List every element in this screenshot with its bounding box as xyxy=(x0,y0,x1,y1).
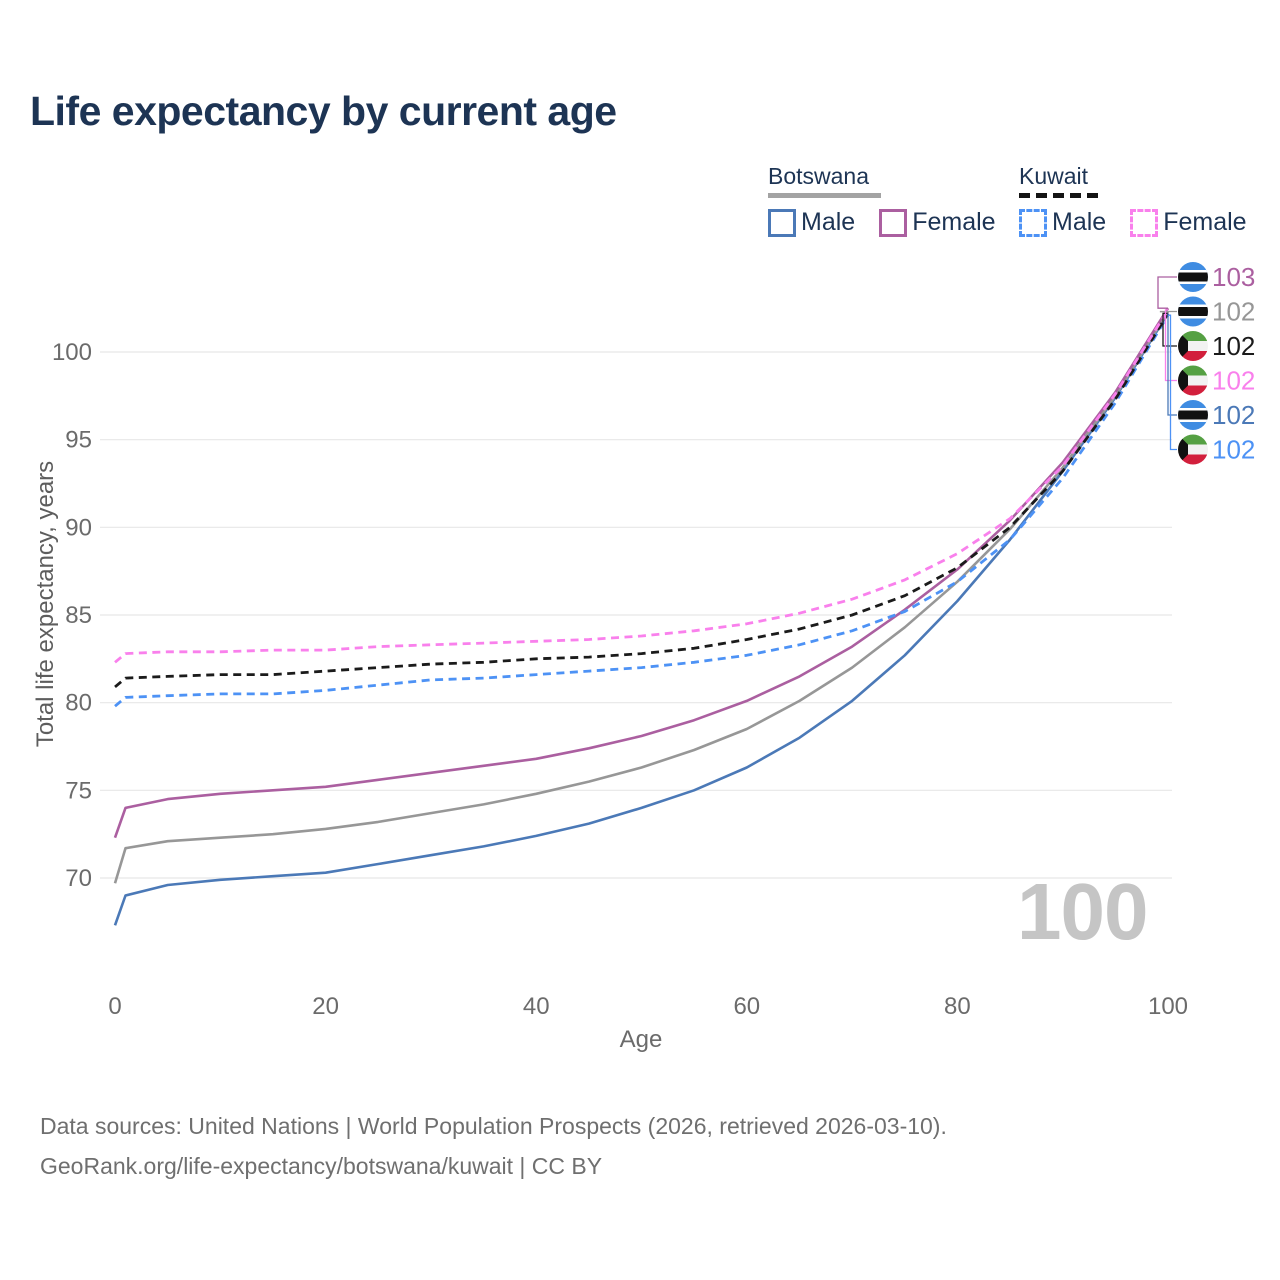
series-line-kuwait-male xyxy=(114,314,1170,708)
legend-label-kuwait-female: Female xyxy=(1163,208,1247,236)
legend-group-kuwait: Kuwait Male Female xyxy=(1019,163,1247,237)
botswana-flag-icon xyxy=(1178,296,1208,327)
kuwait-flag-icon xyxy=(1178,365,1208,396)
kuwait-flag-icon xyxy=(1178,331,1208,361)
series-line-botswana xyxy=(113,311,1170,884)
age-watermark: 100 xyxy=(1017,867,1148,956)
x-tick-label-0: 0 xyxy=(108,993,121,1020)
y-tick-label-90: 90 xyxy=(65,514,92,541)
data-sources-line: Data sources: United Nations | World Pop… xyxy=(40,1113,947,1139)
legend-swatch-kuwait-female[interactable] xyxy=(1130,208,1159,237)
end-value-label-kuwait: 102 xyxy=(1212,331,1255,361)
legend-item-kuwait-male[interactable]: Male xyxy=(1019,208,1106,237)
x-tick-label-80: 80 xyxy=(944,993,971,1020)
legend-underline-botswana-solid xyxy=(768,193,881,198)
legend-label-botswana-female: Female xyxy=(912,208,996,236)
y-axis-title: Total life expectancy, years xyxy=(32,460,59,748)
leader-line-kuwait-male xyxy=(1168,314,1177,451)
x-axis-title: Age xyxy=(619,1026,663,1053)
footer: Data sources: United Nations | World Pop… xyxy=(40,1106,947,1186)
botswana-flag-icon xyxy=(1178,262,1208,292)
legend-item-botswana-male[interactable]: Male xyxy=(768,208,855,237)
end-value-label-kuwait-male: 102 xyxy=(1212,435,1255,465)
y-tick-label-85: 85 xyxy=(65,602,92,629)
series-line-botswana-female xyxy=(113,307,1170,839)
legend-header-botswana: Botswana xyxy=(768,163,870,189)
y-tick-label-70: 70 xyxy=(65,865,92,892)
legend-item-kuwait-female[interactable]: Female xyxy=(1130,208,1247,237)
end-value-label-kuwait-female: 102 xyxy=(1212,366,1255,396)
leader-line-botswana-female xyxy=(1157,276,1177,309)
end-value-label-botswana-male: 102 xyxy=(1212,400,1255,430)
legend-label-kuwait-male: Male xyxy=(1052,208,1107,236)
kuwait-flag-icon xyxy=(1178,434,1208,465)
leader-line-kuwait-female xyxy=(1164,309,1177,382)
legend-group-botswana: Botswana Male Female xyxy=(768,163,996,237)
x-tick-label-60: 60 xyxy=(733,993,760,1020)
legend-item-botswana-female[interactable]: Female xyxy=(879,208,996,237)
legend-label-botswana-male: Male xyxy=(801,208,856,236)
series-line-kuwait-female xyxy=(114,309,1170,664)
attribution-line: GeoRank.org/life-expectancy/botswana/kuw… xyxy=(40,1153,603,1179)
series-line-kuwait xyxy=(114,312,1170,688)
page-title: Life expectancy by current age xyxy=(30,88,617,134)
legend-swatch-botswana-male[interactable] xyxy=(768,208,796,237)
end-value-label-botswana-female: 103 xyxy=(1212,262,1255,292)
x-tick-label-20: 20 xyxy=(312,993,339,1020)
end-value-label-botswana: 102 xyxy=(1212,297,1255,327)
leader-line-botswana-male xyxy=(1167,313,1177,416)
x-tick-label-100: 100 xyxy=(1148,993,1188,1020)
y-tick-label-100: 100 xyxy=(52,339,92,366)
y-tick-label-95: 95 xyxy=(65,427,92,454)
legend-swatch-kuwait-male[interactable] xyxy=(1019,208,1047,237)
series-line-botswana-male xyxy=(113,312,1170,926)
legend-underline-kuwait-dashed xyxy=(1019,193,1104,198)
legend-header-kuwait: Kuwait xyxy=(1019,163,1089,189)
x-tick-label-40: 40 xyxy=(523,993,550,1020)
legend-swatch-botswana-female[interactable] xyxy=(879,208,908,237)
y-tick-label-75: 75 xyxy=(65,777,92,804)
botswana-flag-icon xyxy=(1178,400,1208,430)
y-tick-label-80: 80 xyxy=(65,690,92,717)
